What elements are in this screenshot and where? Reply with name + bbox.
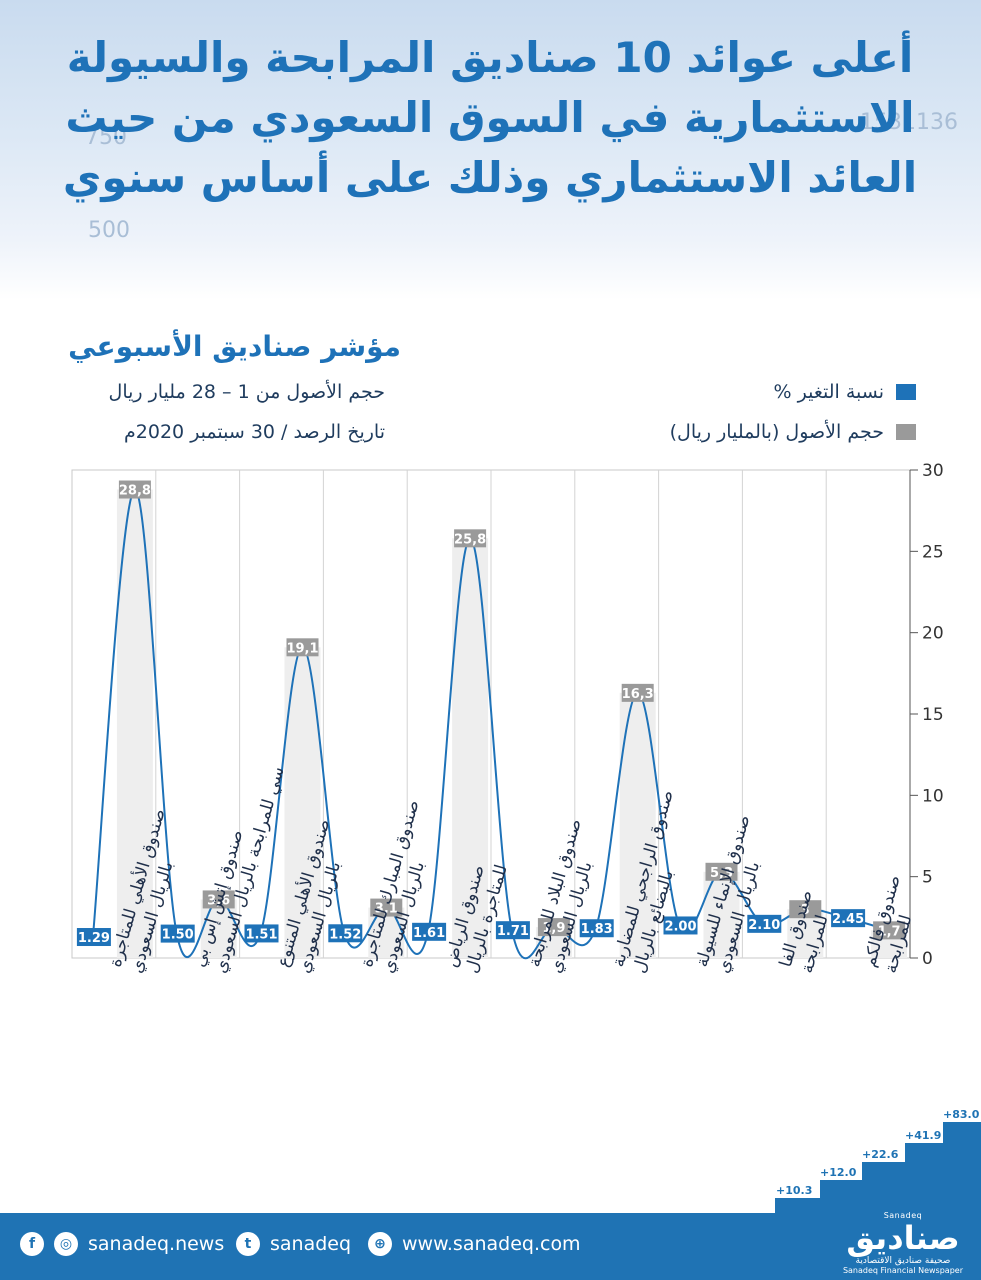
asset-value-label: 1,7 [878,924,901,939]
y-tick-label: 5 [922,868,933,888]
asset-label-box [537,918,570,937]
page-title: أعلى عوائد 10 صناديق المرابحة والسيولة ا… [62,33,918,202]
change-value-label: 1.61 [413,926,445,941]
asset-label-box [621,683,654,702]
change-value-label: 2.45 [832,912,864,927]
facebook-icon[interactable]: f [20,1232,44,1256]
twitter-icon[interactable]: t [236,1232,260,1256]
legend-swatch-gray [896,424,916,440]
footer-social-2: t sanadeq [236,1232,351,1256]
twitter-handle-link[interactable]: sanadeq [270,1233,352,1255]
y-tick-label: 15 [922,705,944,725]
legend-item-assets: حجم الأصول (بالمليار ريال) [670,421,916,443]
change-value-label: 1.50 [162,928,194,943]
footer-bar [0,1213,981,1280]
y-tick-label: 30 [922,461,944,481]
asset-label-box [873,921,906,940]
asset-label-box [202,890,235,909]
header-background: 750 500 1531136 [0,0,981,300]
legend-swatch-blue [896,384,916,400]
change-value-label: 1.83 [581,922,613,937]
asset-label-box [705,862,738,881]
change-label-box [328,924,363,943]
asset-value-label: 3 [801,903,810,918]
change-label-box [579,919,614,938]
change-label-box [244,924,279,943]
asset-value-label: 25,8 [454,532,486,547]
brand-latin: Sanadeq [883,1211,923,1220]
asset-value-label: 28,8 [119,484,151,499]
asset-label-box [118,480,151,499]
social-handle-link[interactable]: sanadeq.news [88,1233,225,1255]
legend-label-change: نسبة التغير % [773,381,884,403]
asset-label-box [789,900,822,919]
brand-english-sub: Sanadeq Financial Newspaper [842,1266,963,1275]
change-label-box [76,928,111,947]
y-tick-label: 10 [922,786,944,806]
step-label: +83.0 [943,1108,980,1121]
change-value-label: 1.52 [329,927,361,942]
change-value-label: 2.10 [748,918,780,933]
decorative-number: 1531136 [860,110,958,135]
brand-arabic: صناديق [846,1219,960,1257]
change-label-box [412,922,447,941]
step-label: +22.6 [862,1148,899,1161]
asset-range-note: حجم الأصول من 1 – 28 مليار ريال [108,381,385,403]
change-label-box [160,924,195,943]
change-value-label: 1.29 [78,931,110,946]
decorative-number: 750 [85,125,127,150]
step-label: +41.9 [905,1129,942,1142]
asset-value-label: 5,3 [710,866,733,881]
change-value-label: 2.00 [664,919,696,934]
asset-bar [200,899,237,958]
y-tick-label: 20 [922,624,944,644]
asset-value-label: 3,1 [375,902,398,917]
change-label-box [495,921,530,940]
date-note: تاريخ الرصد / 30 سبتمبر 2020م [124,421,385,443]
change-label-box [747,914,782,933]
asset-value-label: 19,1 [286,641,318,656]
y-tick-label: 0 [922,949,933,969]
asset-label-box [454,529,487,548]
asset-label-box [286,638,319,657]
change-label-box [831,909,866,928]
legend-label-assets: حجم الأصول (بالمليار ريال) [669,421,884,443]
website-link[interactable]: www.sanadeq.com [402,1233,581,1255]
change-label-box [663,916,698,935]
brand-logo: Sanadeq صناديق صحيفة صناديق الاقتصادية S… [843,1211,963,1275]
footer-website: ⊕ www.sanadeq.com [368,1232,581,1256]
legend-item-change: نسبة التغير % [774,381,916,403]
step-label: +12.0 [820,1166,857,1179]
brand-arabic-sub: صحيفة صناديق الاقتصادية [855,1256,951,1266]
globe-icon: ⊕ [368,1232,392,1256]
asset-label-box [370,898,403,917]
chart-subtitle: مؤشر صناديق الأسبوعي [68,330,401,363]
footer-social-1: f ◎ sanadeq.news [20,1232,224,1256]
bar-chart: 0 5 10 15 20 25 30 1.29 28,8 1.50 3,6 1.51 19,1 1.52 3… [71,461,944,976]
step-label: +10.3 [776,1184,813,1197]
asset-value-label: 16,3 [622,687,654,702]
instagram-icon[interactable]: ◎ [54,1232,78,1256]
change-value-label: 1.71 [497,924,529,939]
change-value-label: 1.51 [245,927,277,942]
decorative-number: 500 [88,218,130,243]
y-tick-label: 25 [922,542,944,562]
asset-value-label: 1,9 [542,921,565,936]
asset-value-label: 3,6 [207,893,230,908]
